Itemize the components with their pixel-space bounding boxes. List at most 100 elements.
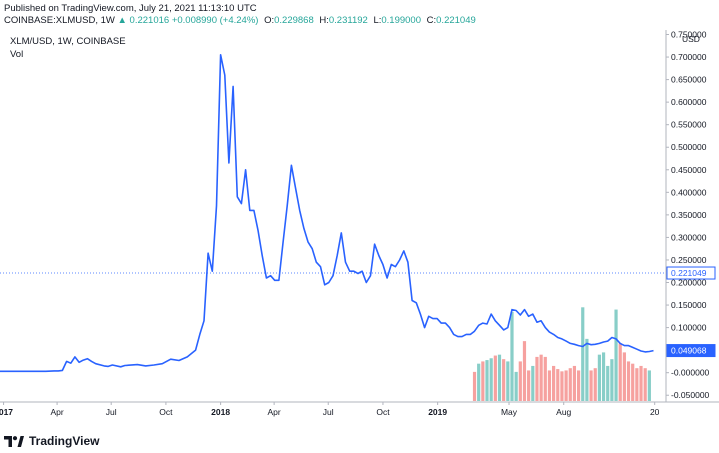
y-tick-label: 0.250000 xyxy=(671,255,707,265)
tradingview-wordmark: TradingView xyxy=(29,434,100,448)
volume-bar xyxy=(556,369,560,401)
volume-bar xyxy=(493,355,497,401)
x-tick-label: 2019 xyxy=(428,407,447,417)
y-tick-label: 0.750000 xyxy=(671,30,707,40)
volume-bar xyxy=(527,370,531,401)
currency-label: USD xyxy=(682,34,700,44)
x-tick-label: Oct xyxy=(159,407,173,417)
volume-bar xyxy=(626,361,631,401)
y-tick-label: 0.400000 xyxy=(671,187,707,197)
ohlc-legend: COINBASE:XLMUSD, 1W ▲ 0.221016 +0.008990… xyxy=(4,15,476,26)
volume-bar xyxy=(639,365,643,401)
volume-bar xyxy=(585,338,589,401)
volume-bar xyxy=(618,343,622,401)
x-tick-label: Apr xyxy=(268,407,281,417)
y-tick-label: 0.300000 xyxy=(671,232,707,242)
published-note: Published on TradingView.com, July 21, 2… xyxy=(4,3,257,14)
volume-label: Vol xyxy=(10,49,24,60)
volume-bar xyxy=(572,365,577,401)
volume-bar xyxy=(522,341,527,401)
x-tick-label: Oct xyxy=(376,407,390,417)
x-tick-label: May xyxy=(501,407,518,417)
x-tick-label: Aug xyxy=(556,407,571,417)
price-series-line xyxy=(0,54,654,373)
time-axis-ticks: 2017 Apr Jul Oct 2018 Apr Jul Oct 2019 May Aug 20 xyxy=(0,402,660,417)
y-tick-label: 0.200000 xyxy=(671,278,707,288)
open-value: 0.229868 xyxy=(274,15,314,26)
price-change: +0.008990 (+4.24%) xyxy=(171,15,259,26)
x-tick-label: Jul xyxy=(323,407,334,417)
volume-bar xyxy=(581,307,585,401)
volume-bar xyxy=(560,371,564,401)
footer-brand[interactable]: TradingView xyxy=(4,433,99,449)
volume-bar xyxy=(597,354,601,401)
volume-bar xyxy=(593,368,597,401)
volume-bars xyxy=(472,307,651,401)
volume-bar xyxy=(622,352,626,401)
volume-bar xyxy=(502,359,506,401)
tradingview-logo-icon xyxy=(4,435,24,447)
volume-bar xyxy=(610,359,614,401)
y-tick-label: 0.450000 xyxy=(671,165,707,175)
close-label: C: xyxy=(426,15,437,26)
y-tick-label: 0.650000 xyxy=(671,75,707,85)
volume-bar xyxy=(552,365,556,401)
price-tag-box xyxy=(666,344,716,358)
x-tick-label: Apr xyxy=(50,407,63,417)
volume-bar xyxy=(514,371,518,401)
y-tick-label: -0.050000 xyxy=(671,390,710,400)
low-value: 0.199000 xyxy=(381,15,421,26)
y-tick-label: 0.100000 xyxy=(671,323,707,333)
y-tick-label: 0.350000 xyxy=(671,210,707,220)
up-arrow-icon: ▲ xyxy=(117,15,127,26)
volume-bar xyxy=(614,309,618,401)
volume-bar xyxy=(631,363,635,401)
x-tick-label: 2017 xyxy=(0,407,13,417)
price-tag-label: 0.049068 xyxy=(671,346,707,356)
volume-bar xyxy=(564,370,568,401)
volume-bar xyxy=(472,371,477,401)
volume-bar xyxy=(576,370,581,401)
volume-bar xyxy=(477,363,481,401)
volume-bar xyxy=(489,358,493,401)
price-tags: 0.221049 0.049068 xyxy=(666,266,716,358)
volume-bar xyxy=(635,368,639,401)
y-tick-label: 0.700000 xyxy=(671,52,707,62)
volume-bar xyxy=(535,356,539,401)
volume-bar xyxy=(589,370,593,401)
volume-bar xyxy=(510,311,514,401)
high-label: H: xyxy=(319,15,329,26)
volume-bar xyxy=(506,361,510,401)
volume-bar xyxy=(643,368,647,401)
x-tick-label: 20 xyxy=(650,407,660,417)
volume-bar xyxy=(606,365,610,401)
y-tick-label: -0.000000 xyxy=(671,368,710,378)
last-price: 0.221016 xyxy=(129,15,170,26)
volume-bar xyxy=(497,354,502,401)
volume-bar xyxy=(485,360,489,401)
volume-bar xyxy=(647,370,651,401)
high-value: 0.231192 xyxy=(328,15,368,26)
open-label: O: xyxy=(264,15,275,26)
volume-bar xyxy=(601,352,606,401)
volume-bar xyxy=(518,361,522,401)
volume-bar xyxy=(481,361,485,401)
y-tick-label: 0.500000 xyxy=(671,142,707,152)
price-chart[interactable]: USD 0.750000 0.700000 0.650000 0.600000 0.55… xyxy=(0,30,719,430)
close-value: 0.221049 xyxy=(436,15,476,26)
price-tag-box xyxy=(666,266,716,280)
x-tick-label: Jul xyxy=(106,407,117,417)
x-tick-label: 2018 xyxy=(211,407,230,417)
y-tick-label: 0.600000 xyxy=(671,97,707,107)
volume-bar xyxy=(531,365,535,401)
low-label: L: xyxy=(373,15,382,26)
pane-title: XLM/USD, 1W, COINBASE xyxy=(10,36,126,47)
symbol-label: COINBASE:XLMUSD, 1W xyxy=(4,15,115,26)
price-tag-label: 0.221049 xyxy=(671,268,707,278)
volume-bar xyxy=(543,356,547,401)
y-tick-label: 0.150000 xyxy=(671,300,707,310)
y-tick-label: 0.550000 xyxy=(671,120,707,130)
volume-bar xyxy=(568,368,572,401)
volume-bar xyxy=(539,354,543,401)
volume-bar xyxy=(547,370,552,401)
